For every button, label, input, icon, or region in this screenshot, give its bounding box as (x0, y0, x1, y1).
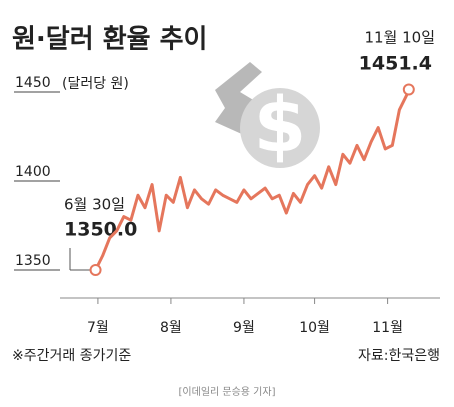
source: 자료:한국은행 (358, 348, 440, 364)
svg-text:$: $ (254, 80, 307, 169)
y-axis-label: (달러당 원) (62, 76, 129, 92)
annotation-date: 6월 30일 (64, 196, 125, 214)
x-tick-label: 9월 (233, 320, 255, 336)
end-point (89, 264, 102, 276)
y-tick-label: 1450 (15, 75, 51, 91)
end-point (402, 83, 415, 96)
x-tick-label: 7월 (87, 320, 109, 336)
note: ※주간거래 종가기준 (12, 348, 131, 364)
dollar-icon: $ (215, 62, 320, 169)
annotation-value: 1451.4 (359, 53, 432, 75)
x-tick-label: 11월 (372, 320, 403, 336)
credit: [이데일리 문승용 기자] (179, 386, 276, 398)
y-tick-label: 1350 (15, 253, 51, 269)
chart-title: 원·달러 환율 추이 (12, 25, 207, 55)
annotation-date: 11월 10일 (364, 29, 435, 47)
y-tick-label: 1400 (15, 164, 51, 180)
x-tick-label: 8월 (160, 320, 182, 336)
annotation-value: 1350.0 (64, 219, 137, 241)
line (94, 88, 411, 271)
x-tick-label: 10월 (299, 320, 330, 336)
